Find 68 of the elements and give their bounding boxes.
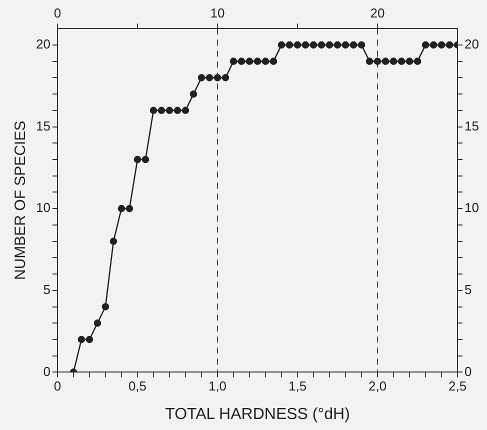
point: [390, 58, 398, 65]
point: [294, 41, 302, 49]
x-tick-label: 1,0: [208, 378, 227, 394]
y-tick-label: 20: [36, 36, 50, 52]
x-axis-title: TOTAL HARDNESS (°dH): [165, 406, 350, 423]
x-tick-label: 2,5: [448, 378, 467, 394]
x2-tick-label: 10: [210, 5, 225, 20]
point: [110, 238, 118, 245]
point: [126, 204, 134, 212]
y2-tick-label: 5: [464, 282, 472, 297]
point: [230, 58, 238, 65]
point: [438, 41, 446, 49]
point: [446, 41, 454, 49]
point: [198, 74, 206, 82]
point: [246, 58, 254, 65]
point: [430, 41, 438, 49]
point: [150, 106, 158, 114]
point: [406, 58, 414, 65]
point: [238, 58, 246, 65]
point: [422, 41, 430, 49]
y2-tick-label: 10: [464, 200, 480, 216]
point: [342, 41, 350, 49]
point: [350, 41, 358, 49]
point: [382, 58, 390, 65]
point: [182, 106, 190, 114]
point: [214, 74, 222, 82]
point: [166, 106, 174, 114]
point: [78, 336, 86, 344]
y2-tick-label: 15: [464, 118, 480, 134]
point: [374, 58, 382, 65]
point: [358, 41, 366, 49]
point: [94, 319, 102, 327]
point: [310, 41, 318, 49]
point: [86, 336, 94, 344]
x-tick-label: 0,5: [128, 378, 147, 394]
y-tick-label: 10: [36, 200, 50, 216]
point: [278, 41, 286, 49]
x-tick-label: 2,0: [368, 378, 387, 394]
y-tick-label: 0: [43, 364, 50, 379]
point: [302, 41, 310, 49]
point: [366, 58, 374, 65]
point: [326, 41, 334, 49]
x2-tick-label: 0: [54, 5, 62, 20]
point: [254, 58, 262, 65]
y-axis-title: NUMBER OF SPECIES: [12, 120, 30, 280]
point: [398, 58, 406, 65]
point: [334, 41, 342, 49]
point: [414, 58, 422, 65]
point: [134, 156, 142, 164]
point: [270, 58, 278, 65]
point: [206, 74, 214, 82]
point: [158, 106, 166, 114]
point: [118, 204, 126, 212]
y-tick-label: 15: [36, 118, 50, 134]
x-tick-label: 1,5: [288, 378, 307, 394]
point: [190, 90, 198, 98]
y2-tick-label: 20: [464, 36, 480, 52]
point: [286, 41, 294, 49]
point: [142, 156, 150, 164]
x2-tick-label: 20: [370, 5, 385, 20]
y2-tick-label: 0: [464, 364, 472, 379]
y-tick-label: 5: [43, 282, 50, 297]
point: [102, 303, 110, 310]
point: [174, 106, 182, 114]
point: [262, 58, 270, 65]
x-tick-label: 0: [54, 378, 62, 394]
point: [222, 74, 230, 82]
point: [318, 41, 326, 49]
